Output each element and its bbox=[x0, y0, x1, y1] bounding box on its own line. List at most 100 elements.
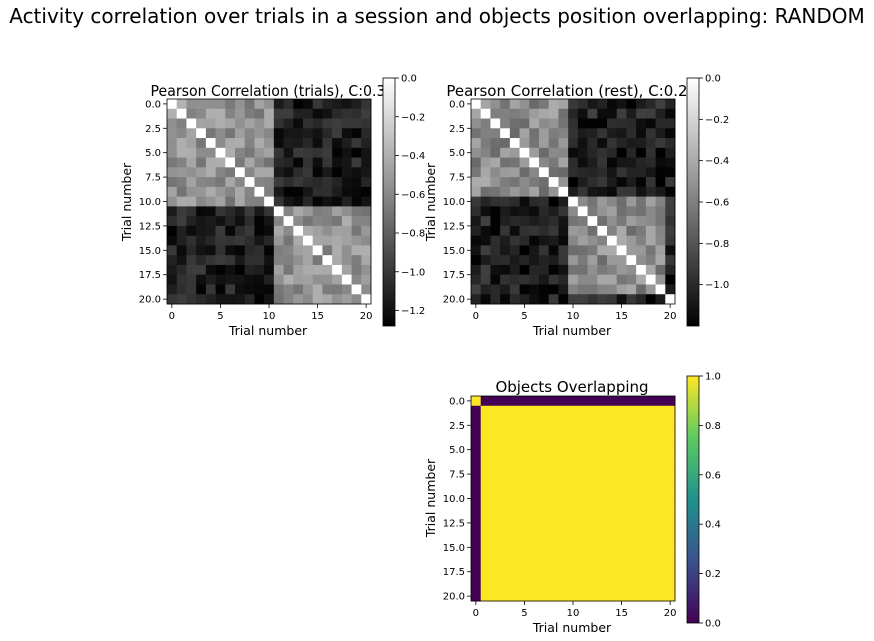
heatmap-cell bbox=[500, 522, 511, 534]
heatmap-cell bbox=[490, 235, 501, 246]
heatmap-cell bbox=[500, 118, 511, 129]
heatmap-cell bbox=[264, 274, 275, 285]
heatmap-cell bbox=[341, 274, 352, 285]
heatmap-cell bbox=[636, 186, 647, 197]
heatmap-cell bbox=[312, 147, 323, 158]
heatmap-cell bbox=[167, 225, 178, 237]
heatmap-cell bbox=[351, 225, 362, 237]
heatmap-cell bbox=[645, 571, 656, 582]
heatmap-cell bbox=[235, 147, 246, 158]
heatmap-cell bbox=[665, 435, 676, 446]
heatmap-cell bbox=[587, 274, 598, 285]
heatmap-cell bbox=[539, 464, 550, 475]
heatmap-cell bbox=[480, 493, 491, 504]
heatmap-cell bbox=[655, 157, 666, 168]
heatmap-cell bbox=[655, 591, 666, 602]
heatmap-cell bbox=[490, 99, 501, 110]
heatmap-cell bbox=[225, 118, 236, 129]
heatmap-cell bbox=[341, 264, 352, 276]
heatmap-cell bbox=[645, 474, 656, 485]
heatmap-cell bbox=[539, 108, 550, 119]
heatmap-cell bbox=[558, 405, 569, 416]
heatmap-cell bbox=[273, 206, 284, 217]
heatmap-cell bbox=[645, 513, 656, 524]
heatmap-cell bbox=[264, 235, 275, 246]
heatmap-cell bbox=[539, 157, 550, 168]
heatmap-cell bbox=[636, 444, 647, 455]
heatmap-cell bbox=[558, 493, 569, 504]
heatmap-cell bbox=[509, 396, 520, 407]
heatmap-cell bbox=[655, 245, 666, 256]
heatmap-cell bbox=[205, 284, 216, 295]
heatmap-cell bbox=[645, 294, 656, 305]
heatmap-cell bbox=[196, 186, 207, 197]
heatmap-cell bbox=[471, 513, 482, 524]
heatmap-cell bbox=[509, 464, 520, 475]
heatmap-cell bbox=[519, 552, 530, 563]
y-tick-label: 0.0 bbox=[449, 396, 465, 407]
heatmap-cell bbox=[205, 108, 216, 119]
x-tick-label: 20 bbox=[360, 311, 373, 322]
heatmap-cell bbox=[626, 255, 637, 266]
heatmap-cell bbox=[558, 284, 569, 295]
heatmap-cell bbox=[254, 177, 265, 188]
heatmap-cell bbox=[636, 591, 647, 602]
heatmap-cell bbox=[626, 474, 637, 485]
heatmap-cell bbox=[568, 108, 579, 119]
heatmap-cell bbox=[303, 167, 314, 178]
heatmap-cell bbox=[645, 405, 656, 416]
heatmap-cell bbox=[480, 561, 491, 573]
heatmap-cell bbox=[529, 396, 540, 407]
heatmap-cell bbox=[607, 108, 618, 119]
heatmap-cell bbox=[558, 206, 569, 217]
heatmap-cell bbox=[509, 542, 520, 553]
heatmap-cell bbox=[509, 503, 520, 514]
heatmap-cell bbox=[626, 157, 637, 168]
heatmap-cell bbox=[244, 225, 255, 237]
heatmap-cell bbox=[597, 444, 608, 455]
heatmap-cell bbox=[519, 216, 530, 227]
heatmap-cell bbox=[655, 513, 666, 524]
heatmap-cell bbox=[655, 552, 666, 563]
heatmap-cell bbox=[471, 284, 482, 295]
heatmap-cell bbox=[312, 264, 323, 276]
heatmap-cell bbox=[500, 464, 511, 475]
heatmap-cell bbox=[587, 99, 598, 110]
heatmap-cell bbox=[341, 216, 352, 227]
heatmap-cell bbox=[490, 196, 501, 207]
heatmap-cell bbox=[616, 118, 627, 129]
heatmap-cell bbox=[655, 186, 666, 197]
heatmap-cell bbox=[529, 284, 540, 295]
heatmap-cell bbox=[509, 294, 520, 305]
heatmap-cell bbox=[587, 255, 598, 266]
heatmap-cell bbox=[500, 128, 511, 139]
heatmap-cell bbox=[607, 405, 618, 416]
heatmap-cell bbox=[244, 216, 255, 227]
heatmap-cell bbox=[351, 264, 362, 276]
heatmap-cell bbox=[645, 255, 656, 266]
heatmap-cell bbox=[293, 206, 304, 217]
heatmap-cell bbox=[293, 245, 304, 256]
heatmap-cell bbox=[519, 581, 530, 592]
heatmap-cell bbox=[665, 581, 676, 592]
heatmap-cell bbox=[655, 147, 666, 158]
heatmap-cell bbox=[597, 513, 608, 524]
heatmap-cell bbox=[636, 264, 647, 276]
heatmap-cell bbox=[509, 108, 520, 119]
heatmap-cell bbox=[176, 108, 187, 119]
heatmap-cell bbox=[597, 591, 608, 602]
heatmap-cell bbox=[244, 108, 255, 119]
heatmap-cell bbox=[471, 99, 482, 110]
heatmap-cell bbox=[568, 503, 579, 514]
heatmap-cell bbox=[558, 581, 569, 592]
heatmap-cell bbox=[607, 255, 618, 266]
heatmap-cell bbox=[558, 216, 569, 227]
heatmap-cell bbox=[332, 108, 343, 119]
heatmap-cell bbox=[519, 532, 530, 543]
heatmap-cell bbox=[500, 396, 511, 407]
heatmap-cell bbox=[167, 196, 178, 207]
heatmap-cells bbox=[471, 99, 676, 305]
heatmap-cell bbox=[539, 264, 550, 276]
heatmap-cell bbox=[665, 206, 676, 217]
heatmap-cell bbox=[293, 294, 304, 305]
